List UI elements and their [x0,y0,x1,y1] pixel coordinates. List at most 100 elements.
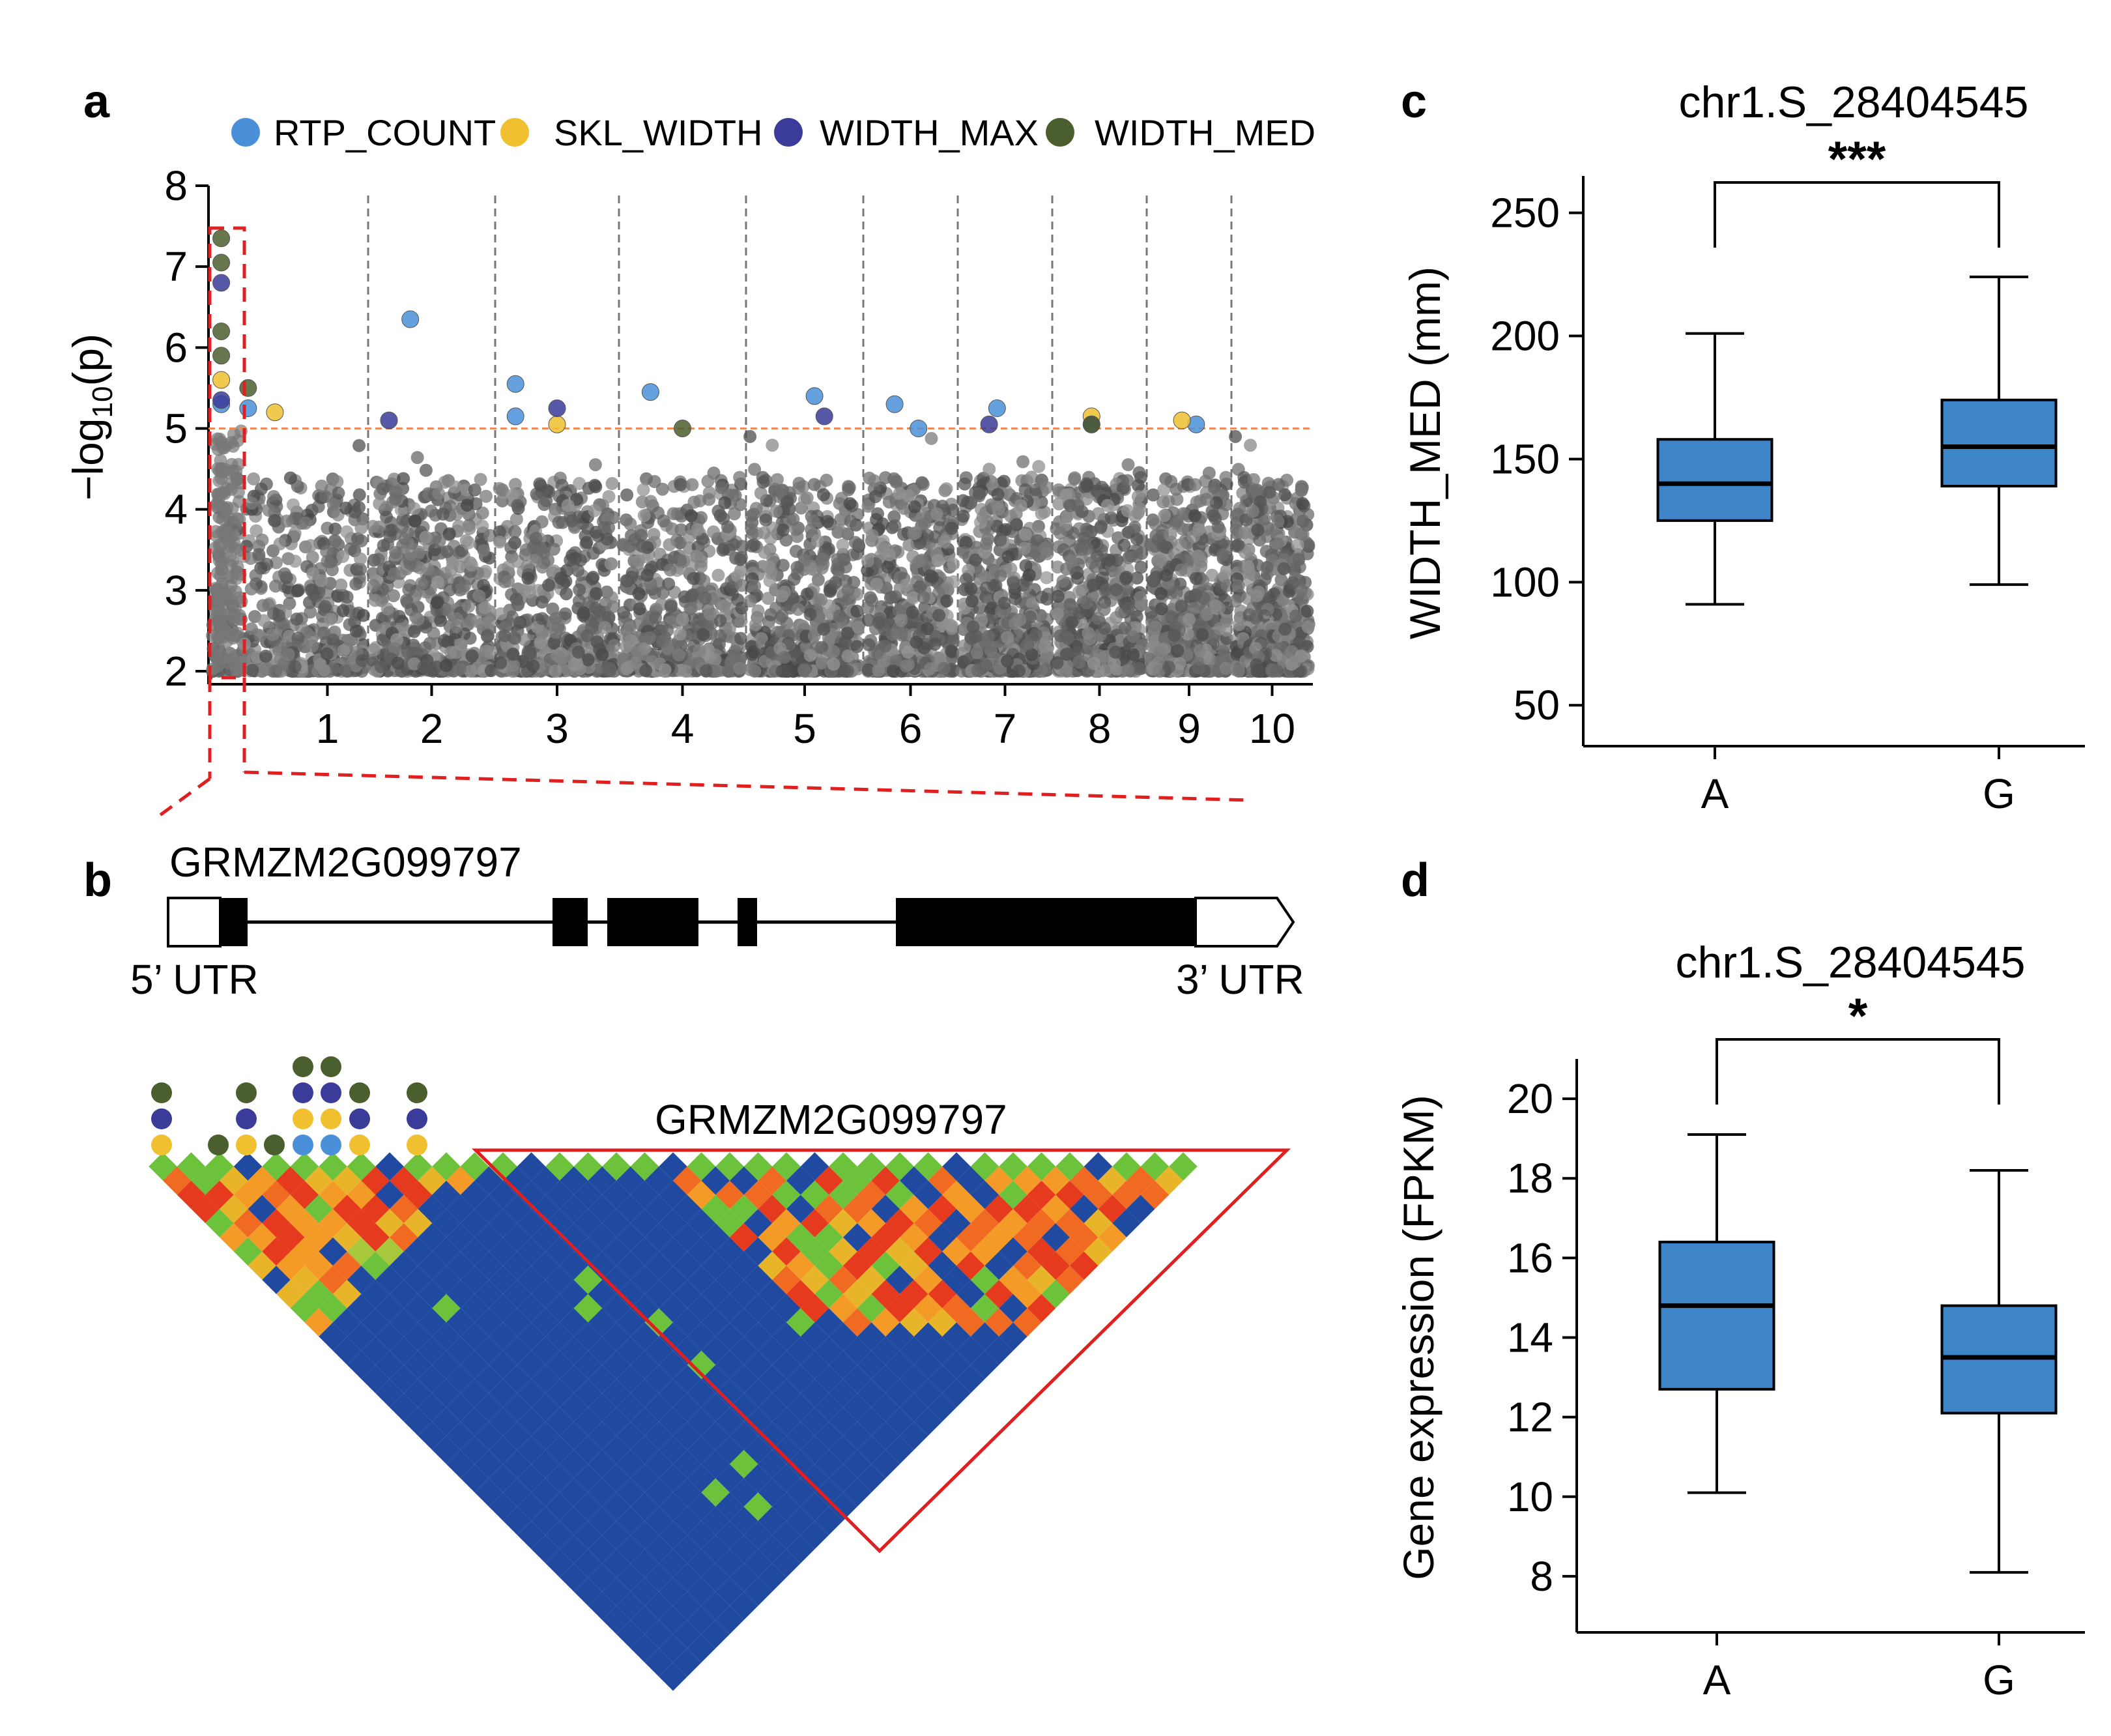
chromosome-label-2: 2 [420,705,444,752]
snp-point [1012,664,1026,678]
snp-point [588,458,602,472]
snp-point [1010,518,1023,532]
snp-point [982,629,996,643]
snp-point [389,492,402,506]
snp-point [409,514,422,528]
snp-point [1072,655,1085,669]
snp-point [966,620,980,634]
snp-point [791,603,805,616]
snp-point [932,652,945,666]
snp-point [790,560,804,574]
snp-point [306,639,319,653]
snp-point [897,527,910,541]
snp-point [320,545,334,558]
snp-point [1171,644,1185,658]
snp-point [1063,598,1077,611]
snp-point [649,611,663,624]
snp-point [1077,532,1091,545]
snp-point [1050,656,1064,669]
snp-point [474,472,487,486]
snp-point [389,545,403,559]
snp-point [1057,543,1070,557]
manhattan-y-tick-label: 2 [164,648,188,695]
snp-point [1133,502,1147,515]
snp-point [820,473,833,487]
snp-point [631,646,644,659]
snp-point [603,662,617,675]
snp-point [945,620,959,633]
snp-point [861,554,874,568]
snp-point [771,473,784,486]
snp-point [1156,540,1170,553]
snp-point [356,654,369,667]
snp-point [930,507,943,521]
snp-point [716,543,730,557]
snp-point [244,582,258,596]
snp-point [1021,637,1035,651]
snp-point [605,477,619,490]
snp-point [1164,528,1177,542]
snp-point [1144,605,1158,619]
snp-point [906,591,920,605]
snp-point [253,629,267,643]
snp-point [513,616,527,629]
snp-point [1154,554,1168,568]
snp-point [885,590,898,604]
manhattan-legend: RTP_COUNT SKL_WIDTH WIDTH_MAX WIDTH_MED [231,112,1315,153]
snp-point [463,522,476,535]
snp-point [748,463,762,476]
snp-point [965,631,978,645]
snp-point [255,533,269,547]
chromosome-label-5: 5 [793,705,816,752]
snp-point [1108,657,1121,671]
snp-point [728,507,741,521]
snp-point [442,527,456,541]
snp-point [494,656,508,669]
snp-point [289,555,302,568]
snp-point [635,540,649,553]
snp-point [400,594,413,607]
snp-point [994,569,1007,583]
snp-point [749,618,762,631]
snp-point [374,660,388,673]
snp-point [862,638,876,652]
snp-point [723,622,736,635]
snp-point [538,498,551,512]
snp-point [1119,572,1132,586]
snp-point [281,648,295,661]
snp-point [266,628,280,641]
snp-point [1018,542,1031,555]
snp-point [511,499,524,512]
snp-point [959,573,973,586]
snp-point [493,525,506,539]
snp-point [1244,439,1257,452]
snp-point [811,534,824,547]
snp-point [836,538,850,552]
snp-point [526,659,540,673]
snp-point [633,602,646,616]
legend-marker-rtp-count [231,118,260,147]
snp-point [1147,488,1160,502]
snp-point [452,519,466,533]
snp-point [407,625,421,639]
snp-point [800,491,814,505]
snp-point [733,661,747,675]
snp-point [908,500,921,514]
snp-point [777,523,790,537]
snp-point [334,578,348,592]
snp-point [1127,629,1140,643]
snp-point [549,612,562,626]
snp-point [1170,586,1183,600]
snp-point [693,644,706,658]
snp-point [1040,481,1054,495]
snp-point [262,598,276,612]
snp-point [511,598,524,611]
snp-point [440,603,453,616]
snp-point [356,609,370,622]
snp-point [979,537,993,551]
snp-point [747,645,760,659]
snp-point [844,514,857,528]
snp-point [1160,568,1173,582]
snp-point [1132,662,1146,675]
